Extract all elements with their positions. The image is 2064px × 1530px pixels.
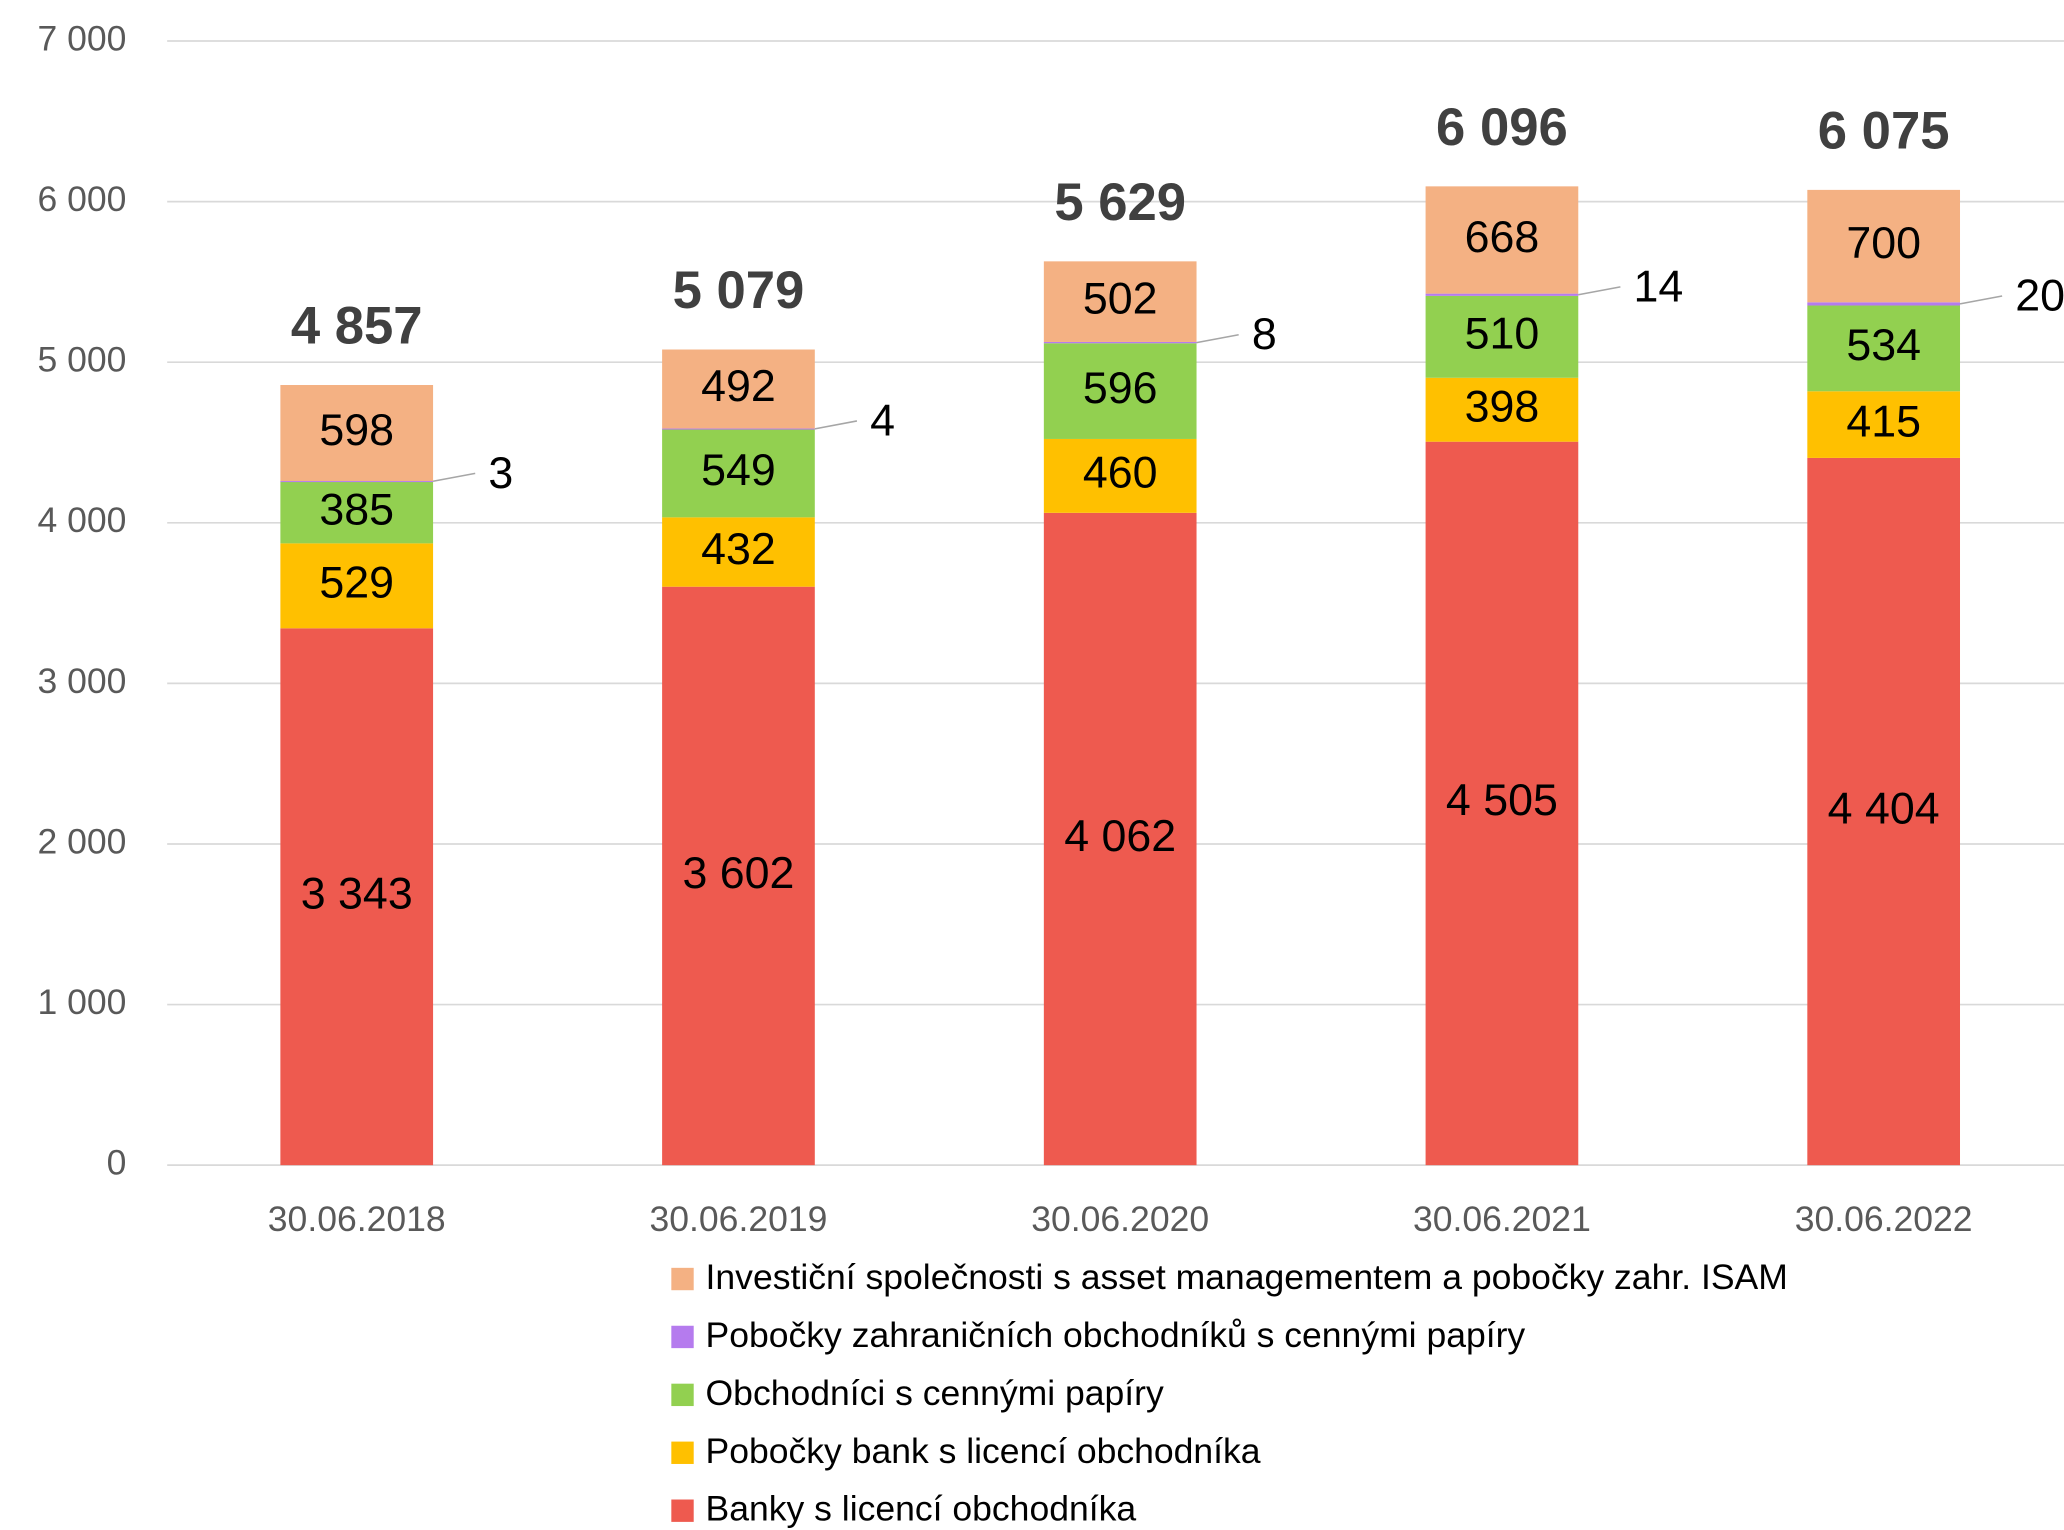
bar-segment [1807,457,1961,1166]
value-label: 432 [701,524,776,574]
leader-line [1578,286,1621,296]
bar-segment [662,428,815,430]
bar-segment [1043,341,1197,344]
value-label: 385 [319,484,394,534]
value-label: 4 [870,395,895,445]
bar-segment [1043,438,1197,513]
total-label: 5 629 [1054,173,1186,232]
legend-swatch [671,1325,694,1349]
legend-label: Pobočky bank s licencí obchodníka [706,1431,1261,1471]
value-label: 492 [701,361,776,411]
value-label: 700 [1846,218,1921,268]
legend-label: Obchodníci s cennými papíry [706,1373,1164,1413]
bar-segment [1425,377,1579,442]
value-label: 20 [2015,270,2064,320]
leader-line [432,472,476,483]
x-tick-label: 30.06.2019 [650,1199,828,1239]
total-label: 4 857 [291,297,423,356]
y-tick-label: 5 000 [37,340,126,380]
bar-segment [280,385,434,482]
value-label: 14 [1634,261,1684,311]
bar-segment [1425,186,1579,294]
bar-segment [1425,293,1579,296]
legend-swatch [671,1499,694,1522]
total-label: 6 075 [1818,102,1950,161]
leader-line [814,420,858,430]
bar-segment [1425,441,1579,1166]
bar-segment [1425,295,1579,378]
value-label: 4 505 [1446,775,1558,825]
y-tick-label: 1 000 [37,982,126,1022]
value-label: 598 [319,405,394,455]
y-tick-label: 2 000 [37,821,126,861]
value-label: 510 [1465,309,1540,359]
value-label: 534 [1846,320,1921,370]
bar-segment [662,517,815,587]
y-tick-label: 7 000 [37,18,126,58]
leader-line [1959,295,2003,305]
value-label: 3 [488,448,513,498]
value-label: 596 [1083,363,1158,413]
value-label: 529 [319,558,394,608]
leader-line [1196,333,1239,344]
bar-segment [280,481,434,483]
bar-segment [1043,512,1197,1166]
bar-segment [662,586,815,1166]
value-label: 415 [1846,396,1921,446]
y-tick-label: 0 [107,1143,127,1183]
legend-label: Banky s licencí obchodníka [706,1489,1137,1529]
value-label: 460 [1083,448,1158,498]
value-label: 502 [1083,273,1158,323]
value-label: 3 343 [301,869,413,919]
legend-swatch [671,1267,694,1291]
total-label: 5 079 [673,261,805,320]
bar-segment [1043,343,1197,439]
total-label: 6 096 [1436,98,1568,157]
legend-swatch [671,1383,694,1407]
x-tick-label: 30.06.2022 [1795,1199,1973,1239]
y-tick-label: 3 000 [37,661,126,701]
bar-segment [662,349,815,429]
bar-segment [1807,305,1961,392]
value-label: 549 [701,445,776,495]
value-label: 398 [1465,382,1540,432]
value-label: 8 [1252,309,1277,359]
x-tick-label: 30.06.2020 [1031,1199,1209,1239]
bar-segment [280,628,434,1166]
bar-segment [1043,261,1197,342]
bar-segment [280,481,434,544]
bar-segment [662,429,815,518]
value-label: 4 062 [1064,811,1176,861]
x-tick-label: 30.06.2018 [268,1199,446,1239]
y-tick-label: 4 000 [37,500,126,540]
bar-segment [1807,302,1961,306]
legend-label: Pobočky zahraničních obchodníků s cenným… [706,1315,1526,1355]
bar-segment [1807,391,1961,458]
legend-label: Investiční společnosti s asset managemen… [706,1257,1788,1297]
value-label: 3 602 [682,848,794,898]
x-tick-label: 30.06.2021 [1413,1199,1591,1239]
y-tick-label: 6 000 [37,179,126,219]
value-label: 668 [1465,212,1540,262]
bar-segment [280,543,434,629]
bar-segment [1807,189,1961,303]
legend-swatch [671,1441,694,1464]
value-label: 4 404 [1828,783,1940,833]
